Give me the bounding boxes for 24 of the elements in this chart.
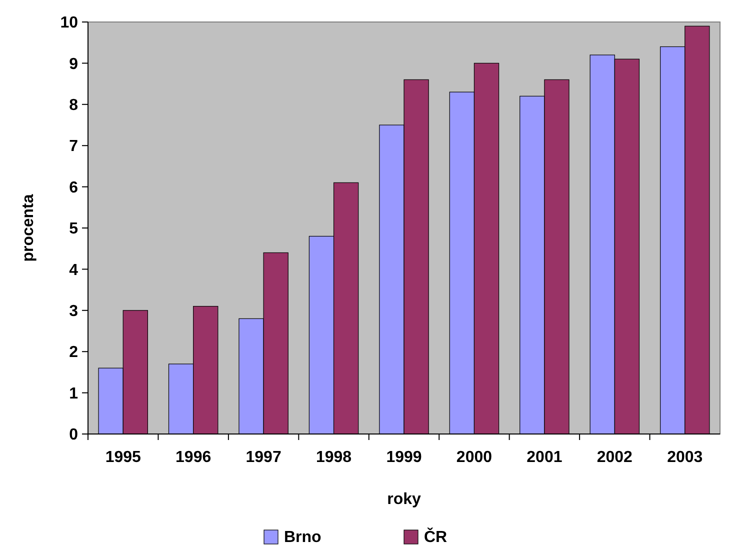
y-tick-label: 6 xyxy=(69,179,78,196)
y-tick-label: 3 xyxy=(69,303,78,320)
y-tick-label: 4 xyxy=(69,262,78,279)
x-tick-label: 1996 xyxy=(176,449,212,466)
y-tick-label: 8 xyxy=(69,97,78,114)
x-tick-label: 2002 xyxy=(596,449,633,466)
y-tick-label: 0 xyxy=(69,426,78,444)
x-axis-title: roky xyxy=(387,491,421,508)
legend-label: Brno xyxy=(284,529,322,546)
y-tick-label: 9 xyxy=(69,56,78,73)
x-tick-label: 1999 xyxy=(386,449,422,466)
x-tick-label: 2001 xyxy=(526,449,562,466)
x-tick-label: 1998 xyxy=(316,449,352,466)
x-tick-label: 2003 xyxy=(667,449,703,466)
y-tick-label: 10 xyxy=(60,14,78,32)
y-tick-label: 7 xyxy=(69,138,78,156)
y-tick-label: 5 xyxy=(69,220,78,238)
y-tick-label: 1 xyxy=(69,385,78,402)
x-tick-label: 1997 xyxy=(246,449,282,466)
y-tick-label: 2 xyxy=(69,344,78,362)
legend-label: ČR xyxy=(424,527,448,546)
x-tick-label: 1995 xyxy=(105,449,142,466)
x-tick-label: 2000 xyxy=(456,449,492,466)
y-axis-title: procenta xyxy=(20,194,37,262)
